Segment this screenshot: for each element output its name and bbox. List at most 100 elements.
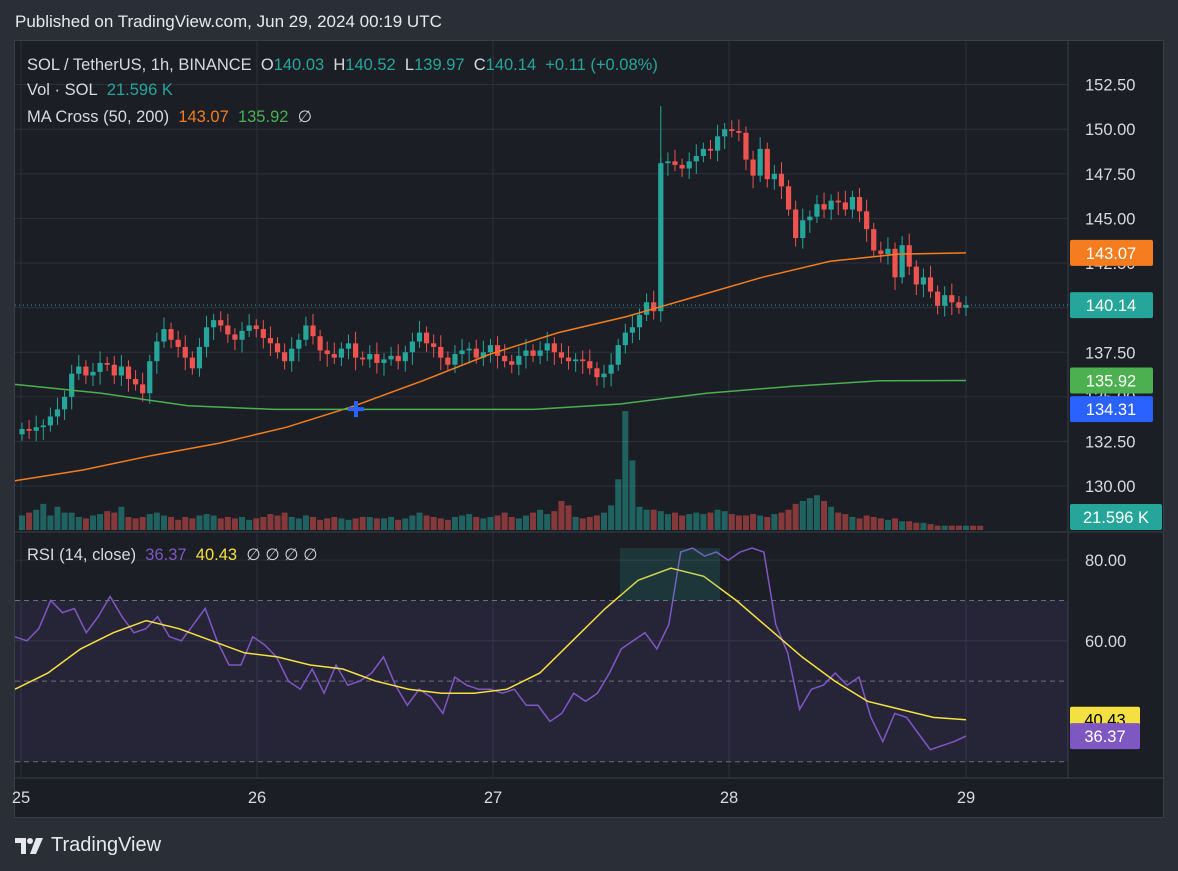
volume-bar [139, 516, 146, 530]
volume-bar [544, 514, 551, 530]
candle-body [729, 129, 735, 132]
candle-body [849, 197, 856, 210]
volume-bar [373, 518, 380, 530]
legend-close-label: C [473, 56, 486, 74]
price-tick-label: 137.50 [1085, 344, 1135, 362]
volume-bar [735, 515, 742, 530]
x-tick-label: 26 [248, 789, 266, 807]
legend-symbol[interactable]: SOL / TetherUS, 1h, BINANCE [27, 56, 252, 74]
legend-ma-cross[interactable]: MA Cross (50, 200) 143.07 135.92 ∅ [27, 107, 312, 127]
volume-bar [593, 515, 600, 530]
candle-body [168, 329, 174, 340]
volume-bar [47, 515, 54, 530]
volume-bar [530, 512, 537, 530]
legend-rsi[interactable]: RSI (14, close) 36.37 40.43 ∅ ∅ ∅ ∅ [27, 545, 317, 565]
candle-body [906, 245, 912, 267]
candle-body [473, 348, 479, 358]
volume-bar [842, 514, 849, 530]
volume-bar [671, 512, 678, 530]
legend-change: +0.11 (+0.08%) [545, 56, 658, 74]
candle-body [785, 186, 792, 210]
candle-body [466, 348, 472, 351]
volume-bar [40, 503, 47, 530]
volume-bar [246, 519, 253, 530]
volume-bar [82, 518, 89, 530]
candle-body [19, 428, 25, 435]
candle-body [736, 131, 742, 133]
volume-bar [650, 509, 657, 530]
candle-body [260, 329, 266, 338]
candle-body [807, 216, 813, 221]
volume-bar [288, 516, 295, 530]
volume-bar [310, 516, 317, 530]
volume-bar [175, 519, 182, 530]
candle-body [949, 295, 955, 303]
candle-body [899, 245, 905, 278]
volume-bar [19, 515, 25, 530]
volume-bar [487, 516, 494, 530]
volume-bar [813, 495, 820, 530]
volume-bar [494, 515, 501, 530]
volume-bar [515, 518, 522, 530]
tradingview-logo-icon [15, 837, 43, 854]
volume-bar [778, 512, 785, 530]
volume-bar [863, 515, 870, 530]
candle-body [821, 204, 827, 210]
x-tick-label: 29 [957, 789, 975, 807]
candle-body [878, 250, 884, 255]
legend-low-value: 139.97 [414, 56, 465, 74]
volume-bar [629, 460, 636, 530]
candle-body [864, 211, 870, 230]
legend-rsi-ma: 40.43 [195, 546, 238, 564]
ma50-line [14, 252, 967, 482]
candle-body [423, 332, 430, 344]
volume-bar [459, 515, 466, 530]
volume-bar [686, 514, 693, 530]
candle-body [267, 337, 274, 344]
volume-bar [622, 411, 629, 530]
volume-bar [835, 512, 842, 530]
price-tag [1070, 239, 1153, 266]
volume-tag [1070, 504, 1162, 530]
candle-body [707, 148, 714, 151]
candle-body [140, 384, 146, 394]
candle-body [601, 373, 607, 378]
candle-body [580, 359, 586, 362]
volume-bar [210, 515, 217, 530]
volume-bar [934, 525, 941, 530]
volume-bar [317, 519, 324, 530]
candle-body [310, 325, 316, 337]
candle-body [26, 428, 32, 431]
candle-body [608, 364, 614, 374]
volume-bar [54, 506, 61, 530]
candle-body [927, 277, 934, 292]
volume-bar [466, 514, 473, 530]
volume-bar [906, 521, 913, 530]
volume-bar [160, 515, 167, 530]
volume-bar [338, 518, 345, 530]
price-tag [1070, 292, 1153, 319]
candle-body [225, 325, 231, 335]
candle-body [132, 379, 139, 385]
legend-rsi-value: 36.37 [145, 546, 187, 564]
legend-volume[interactable]: Vol · SOL 21.596 K [27, 81, 173, 100]
volume-bar [402, 518, 409, 530]
candle-body [289, 348, 295, 362]
tradingview-brand[interactable]: TradingView [15, 834, 161, 857]
candle-body [90, 371, 96, 376]
candle-body [651, 302, 657, 312]
candle-body [714, 136, 721, 151]
volume-bar [522, 515, 529, 530]
candle-body [431, 343, 437, 347]
candle-body [871, 229, 877, 251]
rsi-tick-label: 60.00 [1085, 633, 1126, 651]
candle-body [54, 409, 61, 417]
volume-bar [707, 512, 714, 530]
volume-bar [501, 512, 508, 530]
volume-bar [281, 512, 288, 530]
candle-body [239, 330, 245, 340]
chart-frame[interactable] [14, 40, 1164, 818]
candle-body [147, 361, 153, 394]
volume-bar [849, 516, 856, 530]
